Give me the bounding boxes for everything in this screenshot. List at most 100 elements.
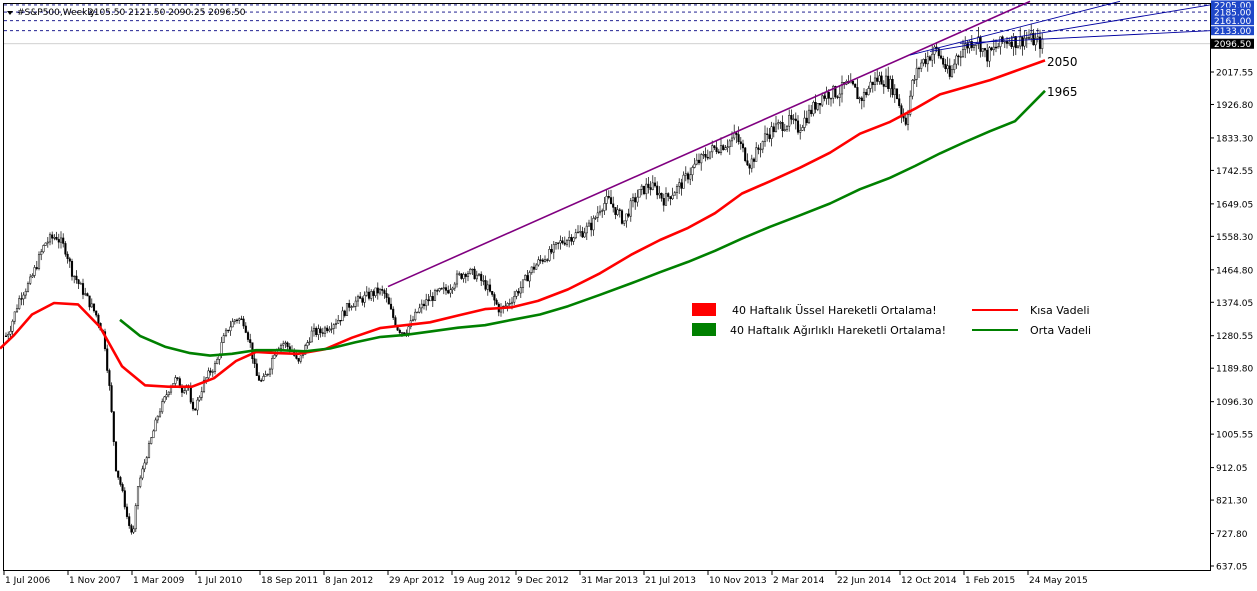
upper-channel-line[interactable] (387, 0, 1031, 288)
candle-body (816, 103, 819, 110)
candle-body (880, 75, 883, 85)
candle-body (506, 303, 509, 307)
candle-body (312, 327, 316, 332)
candle-body (748, 164, 751, 169)
candle-body (150, 437, 153, 444)
candle-body (29, 276, 32, 284)
candle-body (796, 120, 800, 133)
candle-body (889, 78, 892, 89)
candle-body (1034, 38, 1037, 46)
candle-body (519, 287, 522, 294)
candle-body (860, 97, 863, 101)
ema40-line[interactable] (0, 59, 1046, 389)
candle-body (702, 154, 705, 156)
candle-body (332, 324, 335, 329)
candle-body (370, 291, 373, 299)
candle-body (339, 320, 342, 322)
candle-body (543, 259, 547, 262)
candle-body (513, 296, 516, 303)
candle-body (823, 95, 826, 99)
candle-body (541, 259, 544, 262)
candle-body (1027, 37, 1031, 39)
candle-body (979, 36, 982, 52)
candle-body (878, 75, 881, 82)
candle-body (130, 525, 133, 533)
candle-body (53, 237, 56, 239)
candle-body (348, 303, 351, 308)
candle-body (297, 358, 300, 362)
candle-body (493, 294, 496, 301)
candle-body (350, 306, 353, 308)
candle-body (990, 47, 993, 51)
candle-body (812, 101, 815, 115)
candle-body (964, 43, 967, 50)
y-tick-label: 637.05 (1216, 563, 1248, 573)
candle-body (469, 269, 472, 274)
candle-body (574, 232, 577, 239)
candle-body (801, 127, 804, 131)
candle-body (671, 194, 674, 200)
candle-body (783, 129, 786, 131)
candle-body (565, 240, 569, 245)
candle-body (634, 197, 637, 203)
candle-body (1005, 41, 1009, 44)
candle-body (343, 310, 346, 316)
candle-body (4, 335, 8, 337)
trendline-steep[interactable] (909, 0, 1121, 56)
candle-body (88, 295, 91, 308)
trendline-flat[interactable] (959, 30, 1211, 44)
candle-body (436, 290, 439, 292)
candle-body (20, 298, 23, 300)
candle-body (482, 280, 485, 282)
candle-body (851, 80, 855, 85)
candle-body (893, 88, 896, 96)
trendline-mid[interactable] (929, 4, 1211, 52)
candle-body (585, 225, 588, 234)
candle-body (15, 308, 19, 313)
candle-body (510, 301, 514, 304)
candle-body (898, 98, 901, 106)
candle-body (84, 293, 87, 295)
candle-body (605, 195, 608, 204)
candle-body (557, 242, 560, 244)
wma40-line[interactable] (119, 89, 1046, 357)
candle-body (550, 249, 553, 253)
candle-body (273, 354, 276, 359)
candle-body (647, 183, 650, 188)
candle-body (229, 326, 232, 332)
candle-body (66, 253, 69, 259)
wma-value-label: 1965 (1047, 85, 1078, 99)
candle-body (385, 293, 388, 298)
candle-body (744, 147, 747, 162)
candle-body (240, 318, 243, 320)
candle-body (319, 328, 322, 333)
x-tick-label: 1 Jul 2010 (197, 576, 242, 586)
candle-body (636, 196, 639, 203)
candle-body (603, 203, 606, 211)
legend-swatch-wma (692, 323, 716, 336)
candle-body (207, 370, 210, 379)
candle-body (235, 319, 239, 322)
candle-body (713, 145, 716, 148)
candle-body (992, 46, 995, 51)
candle-body (106, 348, 109, 371)
candle-body (931, 53, 934, 61)
candle-body (59, 237, 63, 243)
candle-body (596, 212, 599, 218)
chart-menu-triangle-icon[interactable] (7, 11, 13, 15)
candle-body (128, 516, 131, 526)
x-tick-label: 1 Mar 2009 (133, 576, 185, 586)
candle-body (900, 105, 903, 116)
candle-body (609, 197, 613, 205)
price-level-tag (1211, 7, 1254, 17)
candle-body (856, 87, 859, 100)
candlesticks (4, 23, 1044, 535)
candle-body (950, 69, 954, 77)
candle-body (957, 55, 960, 58)
candle-body (937, 48, 940, 57)
candle-body (189, 387, 192, 403)
candle-body (440, 288, 443, 290)
candle-body (922, 59, 925, 64)
